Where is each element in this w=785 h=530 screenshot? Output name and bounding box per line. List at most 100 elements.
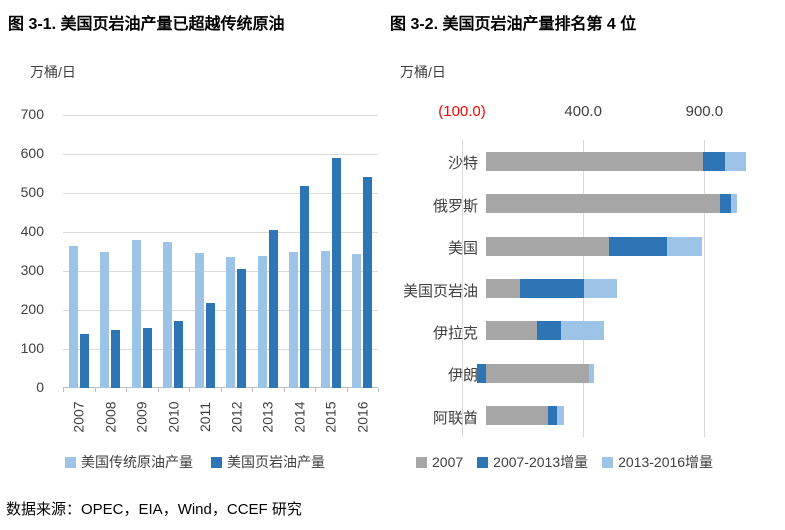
y-tick-label: 700	[20, 106, 44, 122]
x-tick-label: 2013	[252, 393, 284, 441]
category-label: 伊朗	[447, 367, 478, 385]
bar-segment	[486, 406, 548, 426]
gridline	[63, 154, 378, 155]
x-tick-label-text: 2010	[165, 401, 182, 433]
bar-group	[284, 115, 316, 388]
gridline	[63, 349, 378, 350]
bar-segment	[194, 253, 204, 388]
x-tick-label: (100.0)	[438, 103, 486, 120]
axis-tick	[220, 388, 222, 392]
axis-tick	[189, 388, 190, 392]
gridline	[63, 115, 378, 116]
axis-tick	[315, 388, 316, 392]
category-label: 美国	[447, 240, 478, 258]
bar-segment	[486, 363, 590, 383]
legend-label-conventional: 美国传统原油产量	[81, 454, 193, 470]
bar-segment	[79, 333, 89, 388]
x-tick-label: 400.0	[564, 103, 602, 120]
bar-segment	[237, 268, 247, 388]
bar-group	[347, 115, 379, 388]
bar-segment	[556, 406, 564, 426]
x-tick-label: 2007	[63, 393, 95, 441]
bar-group	[158, 115, 190, 388]
x-tick-label: 2011	[189, 393, 221, 441]
bar-segment	[363, 177, 373, 388]
bar-segment	[666, 236, 702, 256]
x-tick-label-text: 2009	[133, 401, 150, 433]
x-tick-label-text: 2007	[70, 401, 87, 433]
gridline	[704, 140, 706, 437]
bar-segment	[257, 255, 267, 388]
legend-swatch-2007-2013	[477, 456, 489, 468]
bar-segment	[608, 236, 667, 256]
legend-swatch-2013-2016	[602, 456, 614, 468]
legend-item-shale: 美国页岩油产量	[211, 452, 325, 472]
x-tick-label: 2015	[315, 393, 347, 441]
bar-segment	[589, 363, 595, 383]
x-tick-label-text: 2013	[259, 401, 276, 433]
x-tick-label: 2016	[347, 393, 379, 441]
bar-segment	[537, 321, 562, 341]
y-tick-label: 0	[36, 379, 44, 395]
right-chart-panel: 图 3-2. 美国页岩油产量排名第 4 位 万桶/日 (100.0) 400.0 9…	[390, 0, 785, 530]
axis-tick	[378, 388, 379, 392]
x-tick-label: 900.0	[685, 103, 724, 120]
legend-label-2007-2013: 2007-2013增量	[493, 454, 589, 470]
gridline	[462, 140, 463, 437]
bar-segment	[320, 250, 330, 388]
legend-item-2007-2013: 2007-2013增量	[477, 452, 588, 472]
legend-swatch-shale	[211, 456, 222, 468]
left-chart-plot	[63, 115, 378, 388]
gridline	[63, 232, 378, 233]
left-chart-title: 图 3-1. 美国页岩油产量已超越传统原油	[8, 16, 285, 33]
bar-segment	[352, 253, 362, 388]
x-tick-label-text: 2014	[291, 401, 308, 433]
bar-groups	[63, 115, 378, 388]
bar-segment	[548, 406, 557, 426]
y-tick-label: 300	[20, 262, 44, 278]
gridline	[63, 310, 378, 311]
axis-tick	[94, 388, 96, 392]
y-tick-label: 100	[20, 340, 44, 356]
x-axis-line	[63, 387, 378, 388]
bar-segment	[731, 194, 738, 214]
bar-segment	[486, 194, 721, 214]
legend-item-2013-2016: 2013-2016增量	[602, 452, 713, 472]
bar-segment	[486, 279, 521, 298]
legend-item-2007: 2007	[416, 454, 463, 470]
y-tick-label: 200	[20, 301, 44, 317]
right-chart-title: 图 3-2. 美国页岩油产量排名第 4 位	[390, 16, 637, 33]
left-chart-unit-label: 万桶/日	[30, 64, 76, 80]
bar-segment	[584, 279, 618, 298]
x-tick-label: 2012	[221, 393, 253, 441]
category-label: 阿联酋	[432, 409, 478, 427]
legend-swatch-conventional	[65, 456, 76, 468]
x-tick-label-text: 2015	[322, 401, 339, 433]
bar-segment	[486, 151, 704, 171]
bar-segment	[476, 363, 487, 383]
x-tick-label: 2010	[158, 393, 190, 441]
gridline	[63, 193, 378, 194]
x-tick-label: 2008	[95, 393, 127, 441]
bar-segment	[486, 236, 609, 256]
category-label: 伊拉克	[432, 324, 478, 342]
axis-tick	[252, 388, 253, 392]
axis-tick	[63, 388, 64, 392]
legend-swatch-2007	[416, 456, 427, 468]
bar-group	[95, 115, 127, 388]
right-chart-unit-label: 万桶/日	[400, 64, 446, 80]
category-label: 俄罗斯	[432, 197, 478, 215]
bar-segment	[68, 245, 78, 388]
x-tick-label-text: 2016	[354, 401, 371, 433]
bar-segment	[561, 321, 604, 341]
bar-group	[315, 115, 347, 388]
x-tick-label: 2014	[284, 393, 316, 441]
bar-segment	[100, 252, 110, 388]
x-tick-label-text: 2012	[228, 401, 245, 433]
source-note: 数据来源：OPEC，EIA，Wind，CCEF 研究	[6, 501, 302, 518]
legend-label-2007: 2007	[432, 454, 464, 470]
x-tick-label-text: 2011	[196, 401, 213, 433]
y-tick-label: 600	[20, 145, 44, 161]
right-chart-legend: 2007 2007-2013增量 2013-2016增量	[416, 452, 713, 472]
